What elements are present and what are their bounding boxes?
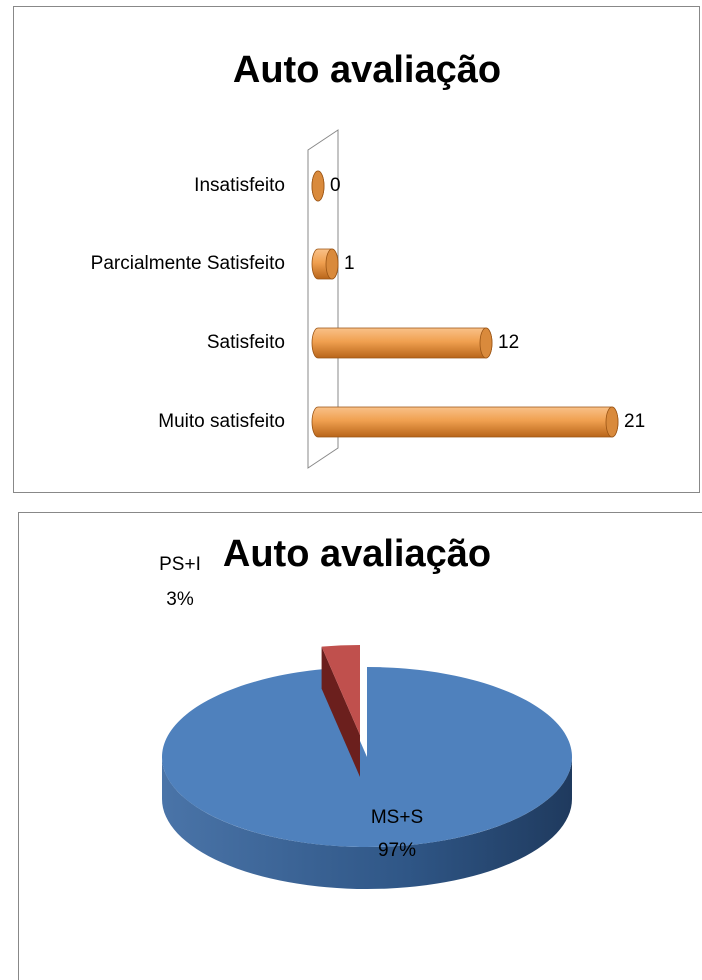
bar bbox=[311, 170, 325, 202]
back-wall bbox=[307, 129, 339, 469]
bar-chart: Insatisfeito 0 Parcialmente Satisfeito 1 Sat… bbox=[91, 170, 645, 438]
pie-wall bbox=[321, 646, 360, 777]
slice-value: 3% bbox=[166, 589, 194, 610]
chart-frame bbox=[13, 6, 700, 493]
slice-label: MS+S bbox=[371, 807, 423, 828]
y-tick-label: Muito satisfeito bbox=[158, 411, 285, 432]
data-label: 0 bbox=[330, 175, 341, 196]
bar bbox=[311, 406, 619, 438]
pie-chart: MS+S 97% PS+I 3% bbox=[159, 554, 573, 889]
pie-top bbox=[321, 645, 360, 735]
chart-title: Auto avaliação bbox=[223, 533, 491, 575]
data-label: 12 bbox=[498, 332, 519, 353]
bar bbox=[311, 248, 339, 280]
bar-cap bbox=[311, 170, 325, 202]
slice-value: 97% bbox=[378, 840, 416, 861]
bar-body bbox=[311, 327, 493, 359]
pie-slice bbox=[321, 645, 360, 777]
data-label: 21 bbox=[624, 411, 645, 432]
bar-cap bbox=[325, 248, 339, 280]
pie-top bbox=[162, 667, 573, 847]
y-tick-label: Satisfeito bbox=[207, 332, 285, 353]
y-tick-label: Insatisfeito bbox=[194, 175, 285, 196]
slice-label: PS+I bbox=[159, 554, 201, 575]
pie-side bbox=[162, 757, 572, 889]
y-tick-label: Parcialmente Satisfeito bbox=[91, 253, 285, 274]
bar bbox=[311, 327, 493, 359]
chart-title: Auto avaliação bbox=[233, 49, 501, 91]
chart-frame bbox=[18, 512, 702, 980]
bar-cap bbox=[479, 327, 493, 359]
bar-body bbox=[311, 406, 619, 438]
data-label: 1 bbox=[344, 253, 355, 274]
pie-slice bbox=[162, 667, 573, 889]
bar-cap bbox=[605, 406, 619, 438]
